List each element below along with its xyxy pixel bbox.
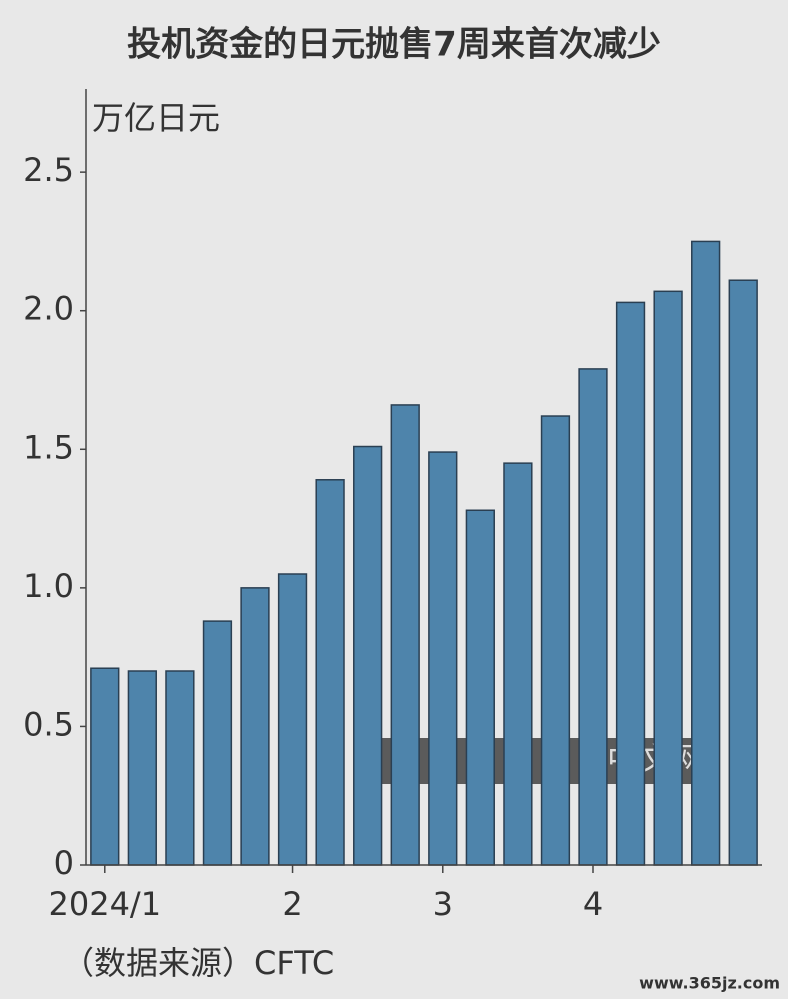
x-tick-label: 4 xyxy=(583,885,603,923)
bar xyxy=(615,301,646,866)
bar xyxy=(390,404,420,866)
y-tick-label: 2.0 xyxy=(23,290,74,328)
y-axis-label: 万亿日元 xyxy=(92,99,220,137)
bar xyxy=(202,620,233,866)
bar xyxy=(540,415,571,866)
bar xyxy=(90,667,120,866)
bar xyxy=(465,509,495,866)
x-tick-label: 2 xyxy=(282,885,302,923)
bar xyxy=(428,451,458,866)
y-tick-label: 0 xyxy=(54,844,74,882)
bar xyxy=(728,279,758,866)
bar xyxy=(315,479,345,866)
bar xyxy=(240,587,270,866)
bar xyxy=(578,368,608,866)
bar xyxy=(353,445,383,866)
y-tick-label: 0.5 xyxy=(23,705,74,743)
x-tick-label: 2024/1 xyxy=(48,885,161,923)
bar xyxy=(503,462,533,866)
bar xyxy=(653,290,683,866)
bar xyxy=(691,240,721,866)
bar xyxy=(127,670,157,866)
y-tick-label: 1.0 xyxy=(23,567,74,605)
footer-url: www.365jz.com xyxy=(639,974,780,993)
bar xyxy=(277,573,308,866)
y-tick-label: 2.5 xyxy=(23,151,74,189)
y-tick-label: 1.5 xyxy=(23,428,74,466)
bar xyxy=(165,670,195,866)
chart-title: 投机资金的日元抛售7周来首次减少 xyxy=(127,25,661,65)
x-tick-label: 3 xyxy=(433,885,453,923)
source-note: （数据来源）CFTC xyxy=(62,944,334,982)
